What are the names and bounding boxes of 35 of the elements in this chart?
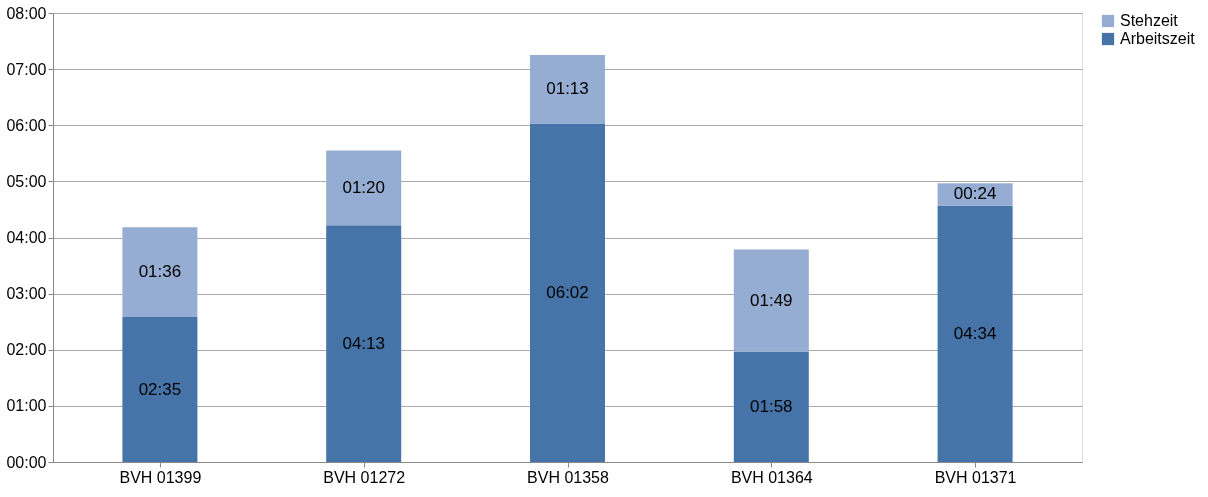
bar [122,317,198,462]
x-tick-label: BVH 01399 [119,468,202,486]
x-tick-label: BVH 01364 [730,468,813,486]
data-label: 01:36 [138,262,182,282]
data-label: 01:49 [750,290,793,310]
y-tick-label: 03:00 [6,285,47,303]
bar [733,249,809,352]
bar [122,227,198,318]
data-label: 04:13 [342,333,385,353]
bar [733,351,809,462]
x-tick-label: BVH 01358 [527,468,610,486]
data-label: 06:02 [546,282,589,302]
data-label: 00:24 [953,184,997,204]
y-tick-label: 07:00 [6,60,47,78]
y-tick-label: 00:00 [6,453,47,471]
bar [937,205,1013,462]
y-tick-label: 05:00 [6,172,47,190]
data-label: 01:13 [546,79,589,99]
y-tick-label: 06:00 [6,116,47,134]
legend-label: Arbeitszeit [1120,30,1196,47]
x-tick-label: BVH 01371 [934,468,1017,486]
data-label: 01:58 [750,396,793,416]
bar [530,55,605,124]
bar [326,150,402,226]
x-tick-label: BVH 01272 [323,468,406,486]
y-tick-label: 02:00 [6,341,47,359]
data-label: 02:35 [138,379,182,399]
legend-label: Stehzeit [1120,12,1179,29]
data-label: 01:20 [342,177,385,197]
y-tick-label: 04:00 [6,229,47,246]
data-label: 04:34 [953,323,997,343]
bar [530,123,605,462]
y-tick-label: 08:00 [6,4,47,22]
bar [326,225,402,462]
y-tick-label: 01:00 [6,397,47,415]
